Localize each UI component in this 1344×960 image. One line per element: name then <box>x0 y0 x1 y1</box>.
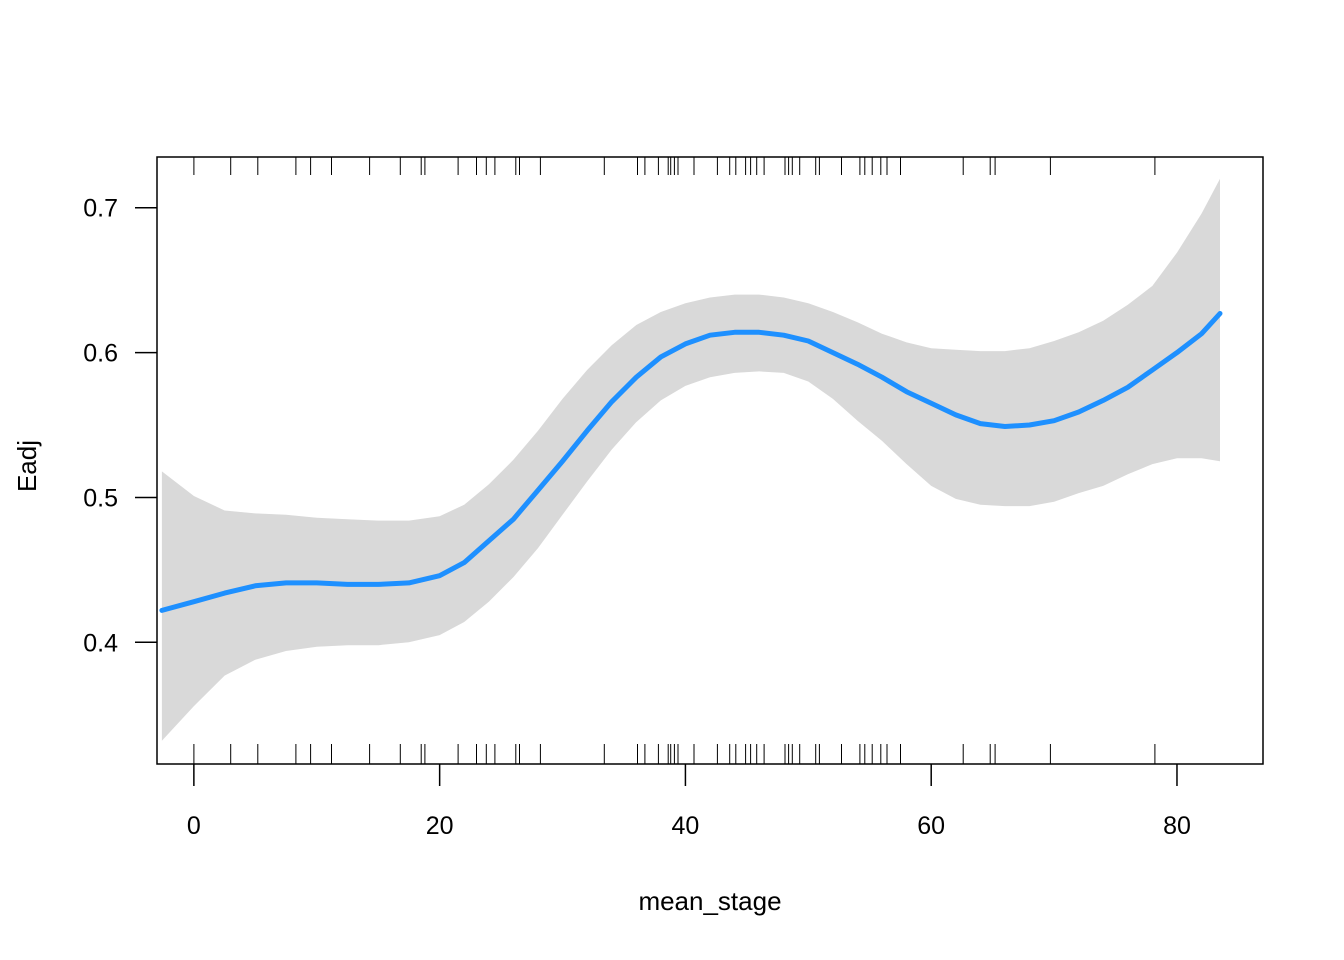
confidence-band-layer <box>161 178 1220 741</box>
confidence-band <box>161 178 1220 741</box>
x-tick-label: 20 <box>426 812 454 840</box>
x-axis: 0 20 40 60 80 <box>187 764 1191 840</box>
plot-frame <box>156 156 1264 765</box>
x-tick-label: 0 <box>187 812 201 840</box>
rug-layer <box>193 157 1156 764</box>
x-tick-label: 60 <box>917 812 945 840</box>
y-tick-label: 0.4 <box>83 629 118 657</box>
smooth-line-layer <box>159 311 1223 613</box>
fitted-line <box>159 311 1223 613</box>
x-tick-label: 80 <box>1163 812 1191 840</box>
y-axis: 0.4 0.5 0.6 0.7 <box>83 195 157 657</box>
y-tick-label: 0.7 <box>83 195 118 223</box>
y-axis-title: Eadj <box>12 440 42 492</box>
x-tick-label: 40 <box>672 812 700 840</box>
x-axis-title: mean_stage <box>638 886 781 916</box>
y-tick-label: 0.5 <box>83 484 118 512</box>
y-tick-label: 0.6 <box>83 340 118 368</box>
